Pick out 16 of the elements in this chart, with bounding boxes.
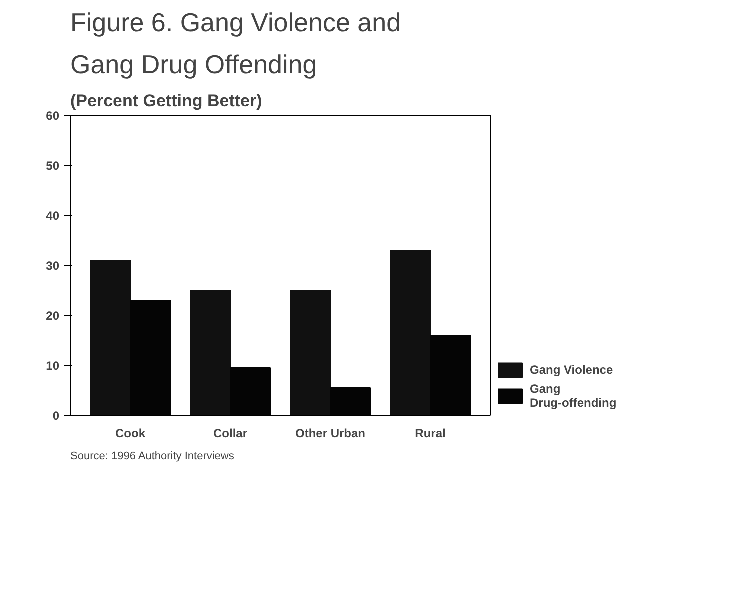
x-tick-label: Collar [213,426,248,440]
y-tick-label: 50 [46,159,60,173]
legend-label: Gang Drug-offending [530,382,618,410]
y-tick-label: 30 [46,259,60,273]
y-tick-label: 0 [52,409,60,423]
chart-subtitle: (Percent Getting Better) [70,92,262,110]
y-tick-label: 40 [46,209,60,223]
y-tick-label: 10 [46,359,60,373]
legend-label: Gang Violence [530,363,614,377]
chart-title: Figure 6. Gang Violence and Gang Drug Offending [70,8,402,80]
x-tick-label: Cook [116,426,146,440]
y-tick-label: 60 [46,109,60,123]
x-tick-label: Other Urban [295,426,366,440]
y-tick-label: 20 [46,309,60,323]
source-note: Source: 1996 Authority Interviews [70,450,235,462]
x-tick-label: Rural [415,426,446,440]
